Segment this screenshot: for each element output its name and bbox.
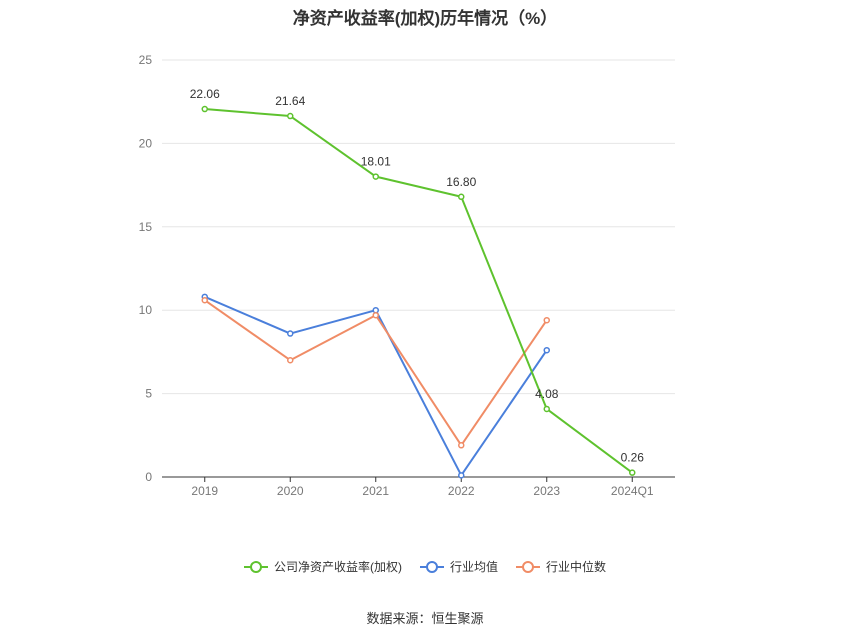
data-point — [372, 306, 379, 314]
axes: 0 5 10 15 20 25 2019 2020 2021 2022 2023 2024Q1 — [139, 53, 675, 498]
data-label: 16.80 — [446, 175, 476, 189]
legend-label: 行业均值 — [449, 560, 498, 574]
data-label: 18.01 — [361, 155, 391, 169]
data-point — [287, 112, 294, 120]
data-point — [458, 472, 465, 479]
data-point — [629, 469, 636, 476]
data-point — [287, 356, 294, 364]
series-line — [204, 295, 548, 477]
y-tick-label: 15 — [139, 220, 153, 234]
data-label: 4.08 — [535, 387, 559, 401]
legend-item[interactable]: 行业均值 — [419, 558, 498, 575]
legend-item[interactable]: 公司净资产收益率(加权) — [243, 558, 402, 575]
legend-label: 行业中位数 — [546, 560, 607, 574]
y-tick-label: 10 — [139, 303, 153, 317]
data-point — [458, 193, 465, 201]
data-point — [543, 316, 550, 324]
y-tick-label: 25 — [139, 53, 153, 67]
data-point — [287, 330, 294, 337]
data-point — [458, 442, 465, 449]
legend-label: 公司净资产收益率(加权) — [273, 560, 402, 574]
x-tick-label: 2019 — [191, 484, 218, 498]
x-tick-label: 2021 — [362, 484, 389, 498]
x-tick-label: 2023 — [533, 484, 560, 498]
data-point — [201, 105, 208, 113]
data-source: 数据来源：恒生聚源 — [366, 611, 484, 626]
x-tick-label: 2024Q1 — [611, 484, 654, 498]
chart-title: 净资产收益率(加权)历年情况（%） — [292, 9, 558, 28]
y-tick-label: 5 — [145, 387, 152, 401]
x-tick-label: 2020 — [277, 484, 304, 498]
legend-marker-icon — [243, 560, 268, 574]
data-label: 0.26 — [621, 451, 645, 465]
x-tick-label: 2022 — [448, 484, 475, 498]
data-point — [372, 173, 379, 180]
grid-lines — [162, 59, 675, 395]
legend: 公司净资产收益率(加权) 行业均值 行业中位数 — [0, 558, 850, 575]
y-tick-label: 20 — [139, 136, 153, 150]
legend-marker-icon — [516, 560, 540, 574]
data-point — [372, 311, 379, 319]
data-label: 22.06 — [190, 87, 220, 101]
data-point — [543, 346, 550, 354]
data-point — [201, 296, 208, 304]
data-labels: 22.06 21.64 18.01 16.80 4.08 0.26 — [190, 87, 645, 465]
series-line — [204, 108, 633, 474]
series-lines — [201, 105, 636, 479]
data-label: 21.64 — [275, 94, 305, 108]
legend-marker-icon — [419, 560, 444, 574]
data-point — [543, 405, 550, 413]
y-tick-label: 0 — [145, 470, 152, 484]
legend-item[interactable]: 行业中位数 — [516, 558, 606, 575]
